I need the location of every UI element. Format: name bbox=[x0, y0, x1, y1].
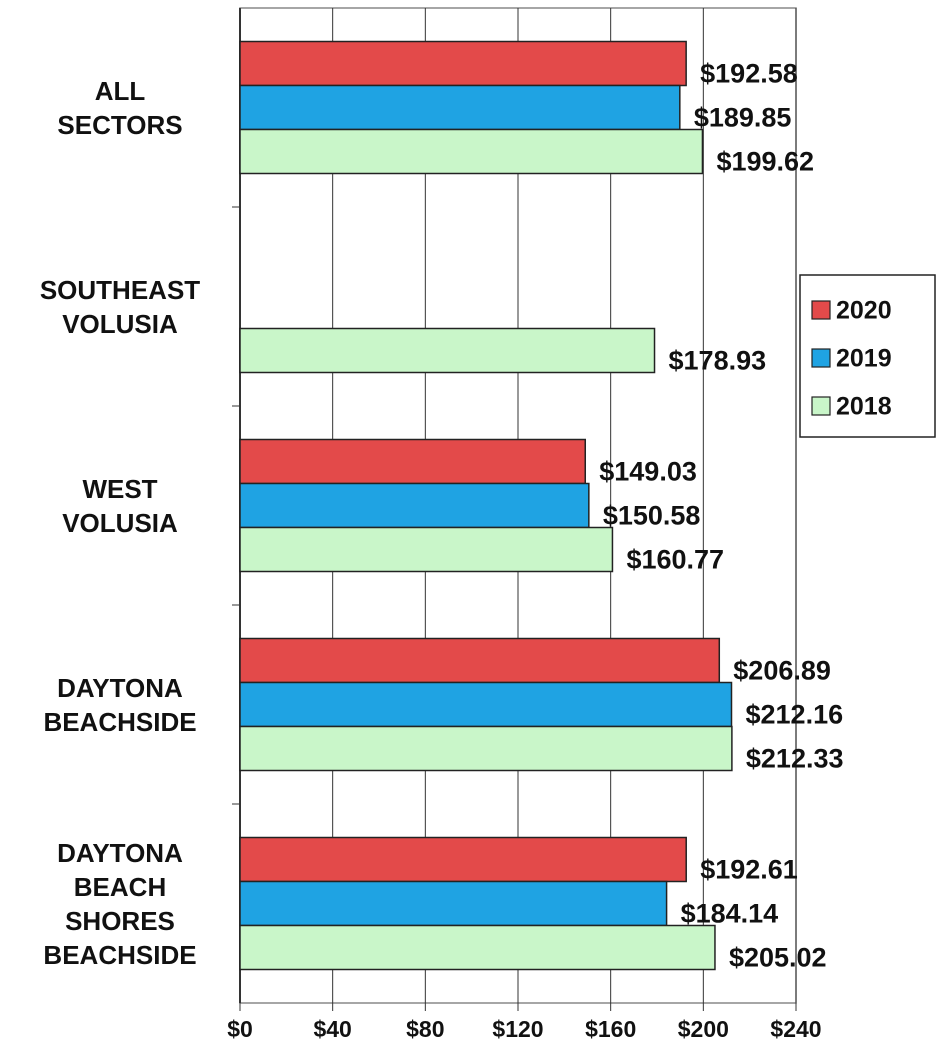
bar bbox=[239, 637, 721, 684]
value-label: $212.16 bbox=[746, 700, 844, 730]
legend-label: 2020 bbox=[836, 297, 892, 325]
bar bbox=[239, 681, 733, 728]
y-tick-label: DAYTONA BEACHSIDE bbox=[43, 672, 197, 737]
bar bbox=[239, 880, 668, 927]
value-label: $205.02 bbox=[729, 943, 827, 973]
bar bbox=[239, 725, 733, 772]
bar bbox=[239, 438, 587, 485]
x-tick-label: $200 bbox=[678, 1016, 729, 1042]
legend-swatch bbox=[811, 300, 831, 320]
y-tick-label: WEST VOLUSIA bbox=[62, 473, 178, 538]
x-tick-label: $120 bbox=[492, 1016, 543, 1042]
y-tick-label: ALL SECTORS bbox=[57, 75, 183, 140]
value-label: $189.85 bbox=[694, 103, 792, 133]
value-label: $192.61 bbox=[700, 855, 798, 885]
value-label: $178.93 bbox=[669, 346, 767, 376]
bar bbox=[239, 40, 687, 87]
value-label: $150.58 bbox=[603, 501, 701, 531]
bar bbox=[239, 327, 656, 374]
value-label: $149.03 bbox=[599, 457, 697, 487]
value-label: $192.58 bbox=[700, 59, 798, 89]
y-tick-label: DAYTONA BEACH SHORES BEACHSIDE bbox=[43, 837, 197, 970]
bar bbox=[239, 526, 614, 573]
legend-swatch bbox=[811, 348, 831, 368]
x-tick-label: $160 bbox=[585, 1016, 636, 1042]
bar bbox=[239, 924, 716, 971]
value-label: $184.14 bbox=[681, 899, 779, 929]
x-tick-label: $0 bbox=[227, 1016, 253, 1042]
bar bbox=[239, 84, 681, 131]
x-tick-label: $40 bbox=[313, 1016, 351, 1042]
legend-label: 2018 bbox=[836, 393, 892, 421]
bar bbox=[239, 128, 704, 175]
bar bbox=[239, 482, 590, 529]
value-label: $206.89 bbox=[733, 656, 831, 686]
value-label: $160.77 bbox=[626, 545, 724, 575]
legend-label: 2019 bbox=[836, 345, 892, 373]
legend-swatch bbox=[811, 396, 831, 416]
x-tick-label: $240 bbox=[770, 1016, 821, 1042]
y-tick-label: SOUTHEAST VOLUSIA bbox=[39, 274, 201, 339]
x-tick-label: $80 bbox=[406, 1016, 444, 1042]
value-label: $199.62 bbox=[716, 147, 814, 177]
value-label: $212.33 bbox=[746, 744, 844, 774]
bar bbox=[239, 836, 687, 883]
